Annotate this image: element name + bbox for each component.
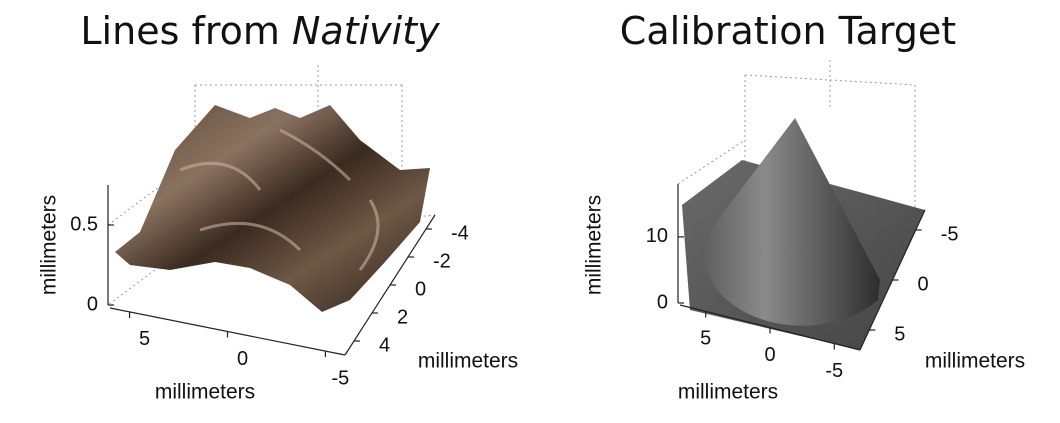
y-tick-label: -2	[433, 250, 451, 272]
y-tick-label: -4	[451, 222, 469, 244]
z-axis-label: millimeters	[583, 195, 606, 295]
z-tick-label: 0	[657, 291, 668, 313]
y-axis-label: millimeters	[925, 350, 1025, 373]
x-tick-label: 0	[764, 344, 775, 366]
y-tick-label: -5	[941, 223, 959, 245]
surface	[115, 105, 430, 312]
title-emphasis: Nativity	[292, 9, 440, 53]
title-text: Lines from	[80, 9, 280, 53]
z-tick-label: 10	[646, 225, 668, 247]
y-axis-label: millimeters	[418, 350, 518, 373]
x-tick-label: 5	[139, 328, 150, 350]
y-tick-label: 2	[397, 306, 408, 328]
chart-title: Lines from Nativity	[80, 9, 440, 53]
x-tick-label: 0	[237, 348, 248, 370]
z-tick-label: 0.5	[70, 213, 98, 235]
charts: Lines from Nativity50-5420-2-400.5millim…	[38, 9, 1026, 404]
x-tick-label: -5	[332, 367, 350, 389]
z-axis-label: millimeters	[38, 195, 61, 295]
x-tick-label: 5	[700, 328, 711, 350]
surface	[682, 118, 925, 350]
y-tick-label: 4	[379, 334, 390, 356]
chart-title: Calibration Target	[620, 9, 956, 53]
title-text: Calibration Target	[620, 9, 956, 53]
x-axis-label: millimeters	[678, 381, 778, 404]
x-axis-label: millimeters	[155, 381, 255, 404]
z-tick-label: 0	[87, 293, 98, 315]
y-tick-label: 0	[918, 273, 929, 295]
x-tick-label: -5	[825, 360, 843, 382]
y-tick-label: 0	[415, 278, 426, 300]
y-tick-label: 5	[894, 323, 905, 345]
